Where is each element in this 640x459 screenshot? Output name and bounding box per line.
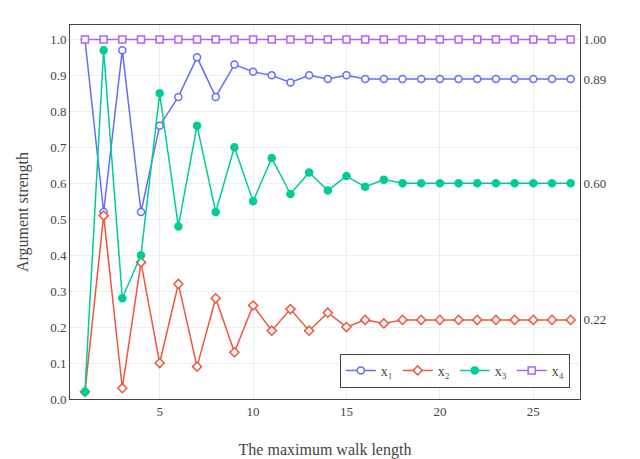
svg-text:0.0: 0.0 [50, 392, 66, 407]
svg-text:The maximum walk length: The maximum walk length [239, 441, 412, 459]
svg-text:0.22: 0.22 [584, 312, 607, 327]
svg-text:1.00: 1.00 [584, 32, 607, 47]
svg-text:20: 20 [433, 404, 446, 419]
svg-text:25: 25 [527, 404, 540, 419]
svg-text:x₄: x₄ [552, 364, 564, 379]
svg-text:0.2: 0.2 [50, 320, 66, 335]
svg-text:0.1: 0.1 [50, 356, 66, 371]
svg-text:10: 10 [247, 404, 260, 419]
svg-text:0.5: 0.5 [50, 212, 66, 227]
svg-text:0.89: 0.89 [584, 71, 607, 86]
svg-text:0.9: 0.9 [50, 68, 66, 83]
svg-text:Argument strength: Argument strength [14, 152, 32, 272]
svg-text:0.6: 0.6 [50, 176, 67, 191]
svg-text:0.4: 0.4 [50, 248, 67, 263]
svg-text:x₁: x₁ [381, 364, 393, 379]
svg-text:x₃: x₃ [495, 364, 507, 379]
svg-text:0.8: 0.8 [50, 104, 66, 119]
svg-text:5: 5 [156, 404, 163, 419]
svg-text:0.3: 0.3 [50, 284, 66, 299]
svg-text:x₂: x₂ [438, 364, 450, 379]
svg-text:15: 15 [340, 404, 353, 419]
svg-text:1.0: 1.0 [50, 32, 66, 47]
svg-text:0.7: 0.7 [50, 140, 67, 155]
svg-text:0.60: 0.60 [584, 176, 607, 191]
